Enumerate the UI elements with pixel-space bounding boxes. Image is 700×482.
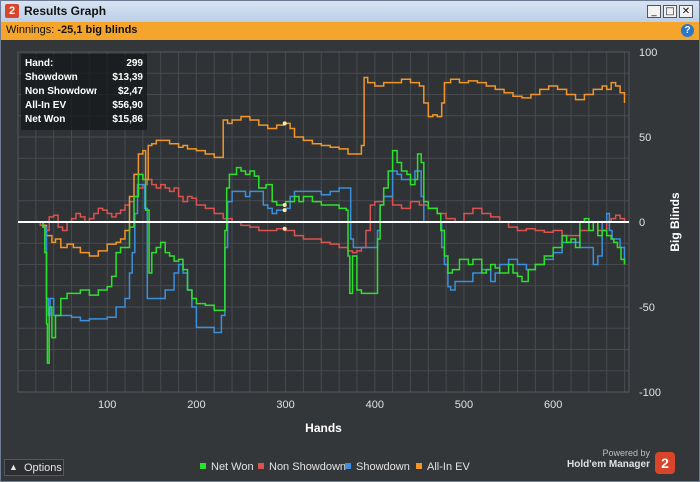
y-tick-label: -100 [639,387,661,399]
info-row-net-won: Net Won $15,86 [25,114,143,128]
x-tick-label: 500 [455,399,473,411]
info-key: Hand: [25,58,97,69]
legend-label: Showdown [356,461,410,473]
hem2-logo-icon: 2 [655,452,675,474]
legend-label: All-In EV [427,461,470,473]
info-key: Showdown [25,72,97,83]
caret-up-icon: ▲ [9,462,18,472]
legend-label: Net Won [211,461,254,473]
info-value: 299 [126,58,143,69]
info-key: Non Showdown [25,86,97,97]
y-tick-label: -50 [639,302,655,314]
highlight-marker [283,121,287,125]
legend-swatch [345,463,351,469]
info-row-non-showdown: Non Showdown $2,47 [25,86,143,100]
highlight-marker [283,203,287,207]
hand-info-box: Hand: 299 Showdown $13,39 Non Showdown $… [21,54,147,130]
y-axis-label: Big Blinds [668,192,682,252]
options-label: Options [24,462,62,474]
legend-all-in-ev[interactable]: All-In EV [416,461,470,473]
brand-name: Hold'em Manager [552,459,650,470]
x-tick-label: 100 [98,399,116,411]
info-key: All-In EV [25,100,97,111]
x-tick-label: 600 [544,399,562,411]
x-tick-label: 200 [187,399,205,411]
powered-by-text: Powered by [560,448,650,458]
info-value: $2,47 [118,86,143,97]
highlight-marker [283,208,287,212]
y-tick-label: 50 [639,132,651,144]
info-row-hand: Hand: 299 [25,58,143,72]
highlight-marker [283,227,287,231]
x-axis-label: Hands [305,421,342,435]
legend-label: Non Showdown [269,461,346,473]
info-value: $13,39 [112,72,143,83]
options-button[interactable]: ▲ Options [4,459,64,476]
info-key: Net Won [25,114,97,125]
legend-swatch [258,463,264,469]
legend-swatch [200,463,206,469]
info-value: $15,86 [112,114,143,125]
info-value: $56,90 [112,100,143,111]
info-row-all-in-ev: All-In EV $56,90 [25,100,143,114]
legend-net-won[interactable]: Net Won [200,461,254,473]
y-tick-label: 0 [639,217,645,229]
x-tick-label: 300 [276,399,294,411]
y-tick-label: 100 [639,47,657,59]
legend-non-showdown[interactable]: Non Showdown [258,461,346,473]
legend-swatch [416,463,422,469]
legend-showdown[interactable]: Showdown [345,461,410,473]
info-row-showdown: Showdown $13,39 [25,72,143,86]
x-tick-label: 400 [366,399,384,411]
